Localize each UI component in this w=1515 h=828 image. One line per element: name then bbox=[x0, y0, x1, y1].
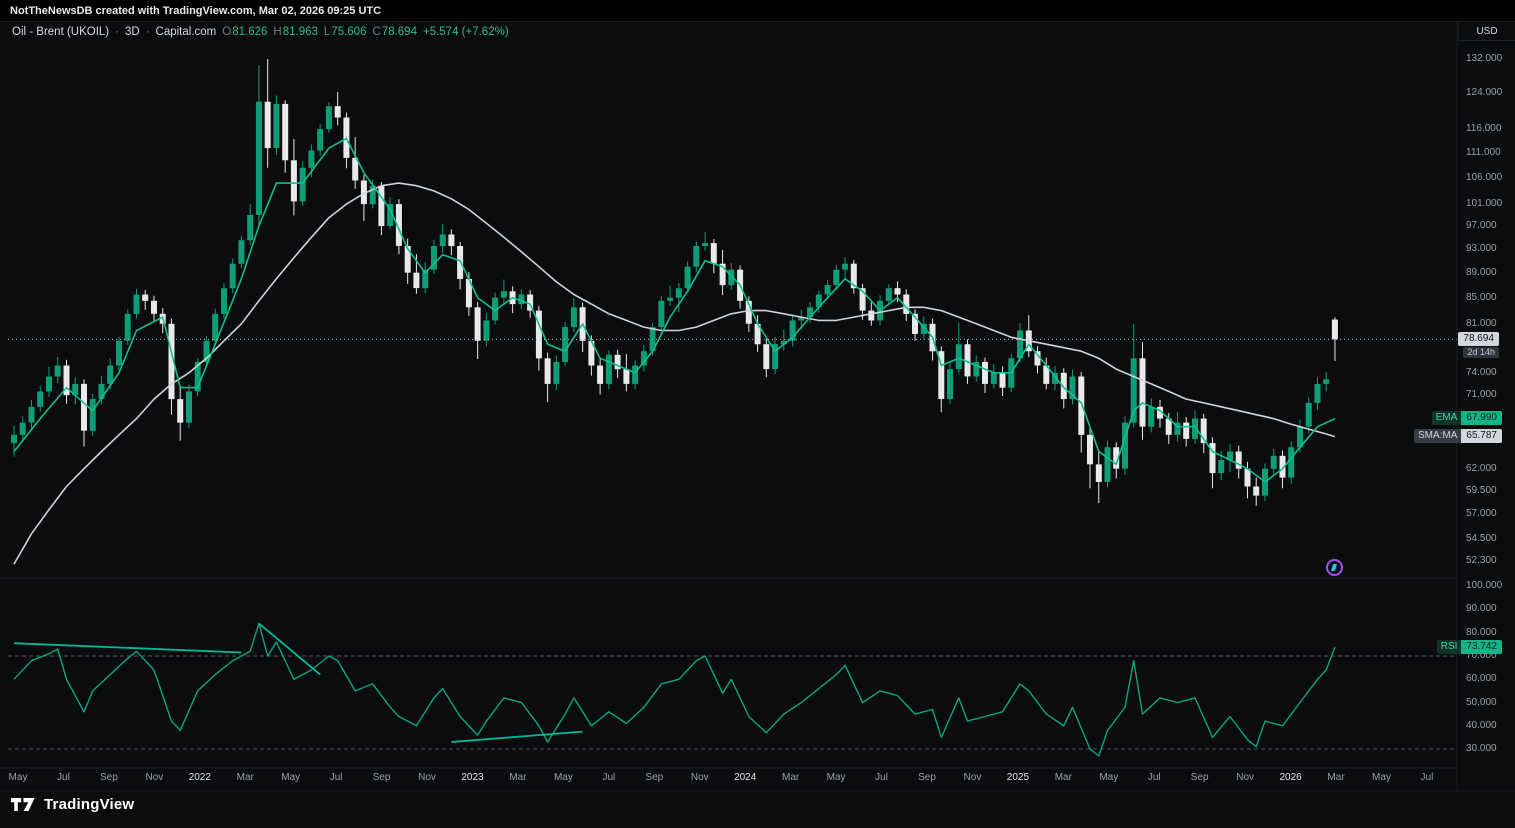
axis-tick-label: 59.500 bbox=[1466, 486, 1497, 496]
tradingview-wordmark[interactable]: TradingView bbox=[44, 796, 134, 813]
time-tick-label: Jul bbox=[602, 773, 615, 783]
bar-countdown-label: 2d 14h bbox=[1463, 347, 1499, 358]
time-tick-label: May bbox=[554, 773, 573, 783]
axis-tick-label: 116.000 bbox=[1466, 124, 1501, 134]
time-tick-label: Mar bbox=[1055, 773, 1072, 783]
axis-tick-label: 124.000 bbox=[1466, 88, 1502, 98]
axis-tick-label: 50.000 bbox=[1466, 698, 1497, 708]
tradingview-chart-window: NotTheNewsDB created with TradingView.co… bbox=[0, 0, 1515, 828]
time-tick-label: May bbox=[9, 773, 28, 783]
axis-tick-label: 71.000 bbox=[1466, 390, 1497, 400]
axis-tick-label: 54.500 bbox=[1466, 534, 1497, 544]
ohlc-low: L75.606 bbox=[324, 26, 367, 38]
time-tick-label: 2025 bbox=[1007, 773, 1029, 783]
time-tick-label: Nov bbox=[1236, 773, 1254, 783]
time-tick-label: 2022 bbox=[189, 773, 211, 783]
axis-tick-label: 132.000 bbox=[1466, 54, 1502, 64]
axis-tick-label: 57.000 bbox=[1466, 509, 1497, 519]
axis-tick-label: 52.300 bbox=[1466, 556, 1497, 566]
axis-tick-label: 90.000 bbox=[1466, 604, 1497, 614]
ema-value-label: EMA 67.990 bbox=[1432, 411, 1502, 425]
time-tick-label: Jul bbox=[1148, 773, 1161, 783]
rsi-tag: RSI bbox=[1437, 640, 1462, 654]
symbol-name[interactable]: Oil - Brent (UKOIL) bbox=[12, 26, 109, 38]
currency-button[interactable]: USD bbox=[1458, 22, 1515, 41]
time-tick-label: Mar bbox=[782, 773, 799, 783]
axis-tick-label: 106.000 bbox=[1466, 173, 1502, 183]
last-price-label: 78.694 bbox=[1458, 332, 1499, 346]
time-tick-label: May bbox=[1372, 773, 1391, 783]
chart-emoji-marker-icon[interactable] bbox=[1326, 559, 1343, 576]
time-tick-label: Sep bbox=[645, 773, 663, 783]
axis-tick-label: 30.000 bbox=[1466, 744, 1497, 754]
time-tick-label: Jul bbox=[1421, 773, 1434, 783]
rsi-value: 73.742 bbox=[1461, 640, 1502, 654]
axis-tick-label: 74.000 bbox=[1466, 368, 1497, 378]
axis-tick-label: 101.000 bbox=[1466, 199, 1502, 209]
time-tick-label: Mar bbox=[1327, 773, 1344, 783]
sma-value-label: SMA:MA 65.787 bbox=[1414, 429, 1502, 443]
axis-tick-label: 111.000 bbox=[1466, 148, 1501, 158]
time-tick-label: 2024 bbox=[734, 773, 756, 783]
time-tick-label: Mar bbox=[509, 773, 526, 783]
time-tick-label: Nov bbox=[145, 773, 163, 783]
axis-tick-label: 80.000 bbox=[1466, 628, 1497, 638]
time-tick-label: May bbox=[827, 773, 846, 783]
time-tick-label: Jul bbox=[57, 773, 70, 783]
time-tick-label: Nov bbox=[691, 773, 709, 783]
time-tick-label: 2026 bbox=[1279, 773, 1301, 783]
exchange-name: Capital.com bbox=[156, 26, 217, 38]
ema-value: 67.990 bbox=[1461, 411, 1502, 425]
tradingview-logo-icon[interactable] bbox=[10, 797, 36, 812]
axis-tick-label: 60.000 bbox=[1466, 674, 1497, 684]
time-tick-label: May bbox=[281, 773, 300, 783]
sma-value: 65.787 bbox=[1461, 429, 1502, 443]
change-value: +5.574 (+7.62%) bbox=[423, 26, 509, 38]
time-tick-label: Jul bbox=[330, 773, 343, 783]
time-tick-label: Sep bbox=[1191, 773, 1209, 783]
time-tick-label: Nov bbox=[964, 773, 982, 783]
ohlc-high: H81.963 bbox=[273, 26, 318, 38]
axis-tick-label: 93.000 bbox=[1466, 244, 1497, 254]
interval-label[interactable]: 3D bbox=[125, 26, 140, 38]
axis-tick-label: 81.000 bbox=[1466, 319, 1497, 329]
axis-tick-label: 40.000 bbox=[1466, 721, 1497, 731]
time-tick-label: May bbox=[1099, 773, 1118, 783]
time-tick-label: Sep bbox=[918, 773, 936, 783]
ema-tag: EMA bbox=[1432, 411, 1462, 425]
time-tick-label: Mar bbox=[237, 773, 254, 783]
ohlc-close: C78.694 bbox=[372, 26, 417, 38]
chart-canvas[interactable] bbox=[0, 0, 1515, 828]
axis-tick-label: 89.000 bbox=[1466, 268, 1497, 278]
ohlc-open: O81.626 bbox=[222, 26, 267, 38]
rsi-value-label: RSI 73.742 bbox=[1437, 640, 1502, 654]
symbol-legend: Oil - Brent (UKOIL) · 3D · Capital.com O… bbox=[12, 26, 509, 38]
time-tick-label: Jul bbox=[875, 773, 888, 783]
axis-tick-label: 62.000 bbox=[1466, 464, 1497, 474]
sma-tag: SMA:MA bbox=[1414, 429, 1461, 443]
axis-tick-label: 85.000 bbox=[1466, 293, 1497, 303]
time-tick-label: Nov bbox=[418, 773, 436, 783]
footer: TradingView bbox=[10, 796, 134, 813]
time-tick-label: Sep bbox=[100, 773, 118, 783]
legend-separator: · bbox=[146, 26, 150, 38]
axis-tick-label: 97.000 bbox=[1466, 221, 1497, 231]
axis-tick-label: 100.000 bbox=[1466, 581, 1502, 591]
time-tick-label: Sep bbox=[373, 773, 391, 783]
legend-separator: · bbox=[115, 26, 119, 38]
time-tick-label: 2023 bbox=[461, 773, 483, 783]
